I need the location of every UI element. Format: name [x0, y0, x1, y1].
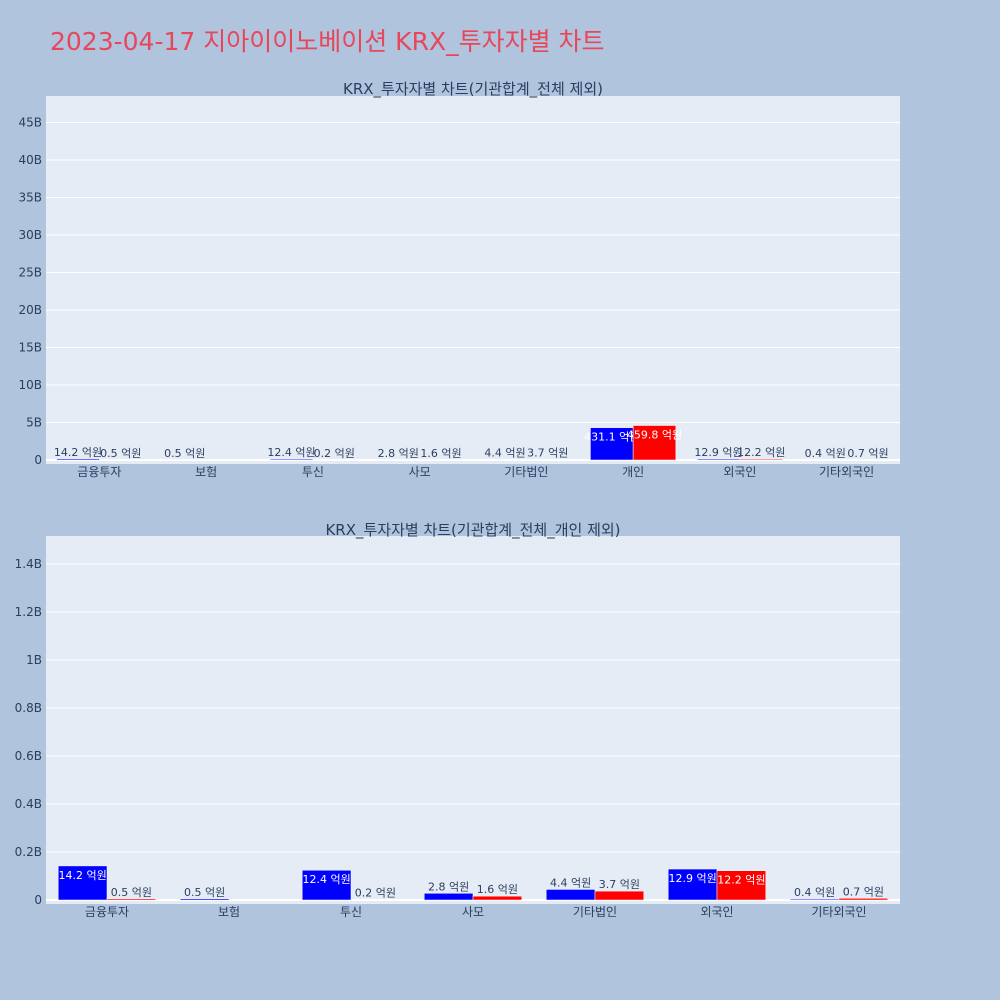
y-tick-label: 0 — [34, 893, 42, 907]
data-label: 0.7 억원 — [847, 447, 888, 460]
y-tick-label: 0 — [34, 453, 42, 467]
bar — [838, 898, 889, 901]
chart-title: KRX_투자자별 차트(기관합계_전체_개인 제외) — [325, 521, 620, 540]
data-label: 0.5 억원 — [184, 886, 225, 899]
data-label: 12.9 억원 — [694, 446, 742, 459]
data-label: 14.2 억원 — [54, 446, 102, 459]
y-tick-label: 1.2B — [15, 605, 42, 619]
data-label: 12.2 억원 — [737, 446, 785, 459]
data-label: 1.6 억원 — [477, 883, 518, 896]
x-tick-label: 기타외국인 — [819, 465, 874, 479]
data-label: 1.6 억원 — [420, 447, 461, 460]
y-tick-label: 0.4B — [15, 797, 42, 811]
data-label: 12.4 억원 — [302, 873, 350, 886]
y-tick-label: 5B — [26, 416, 42, 430]
y-tick-label: 30B — [18, 228, 42, 242]
x-tick-label: 사모 — [462, 905, 484, 919]
data-label: 0.5 억원 — [111, 886, 152, 899]
bar — [789, 898, 840, 901]
bar — [472, 895, 523, 901]
data-label: 0.5 억원 — [100, 447, 141, 460]
y-tick-label: 40B — [18, 153, 42, 167]
data-label: 0.5 억원 — [164, 447, 205, 460]
data-label: 3.7 억원 — [599, 878, 640, 891]
chart-1: KRX_투자자별 차트(기관합계_전체 제외) 0 5B 10B 15B 20B 25B 30… — [18, 80, 900, 479]
y-tick-label: 1.4B — [15, 557, 42, 571]
bar — [739, 458, 783, 461]
x-tick-label: 기타외국인 — [811, 905, 866, 919]
data-label: 3.7 억원 — [527, 447, 568, 460]
x-tick-label: 보험 — [218, 905, 240, 919]
plot-area — [46, 536, 900, 904]
data-label: 4.4 억원 — [550, 876, 591, 889]
x-tick-label: 금융투자 — [77, 465, 121, 479]
data-label: 12.9 억원 — [668, 872, 716, 885]
bar — [179, 898, 230, 901]
page-title: 2023-04-17 지아이이노베이션 KRX_투자자별 차트 — [50, 27, 605, 56]
data-label: 12.4 억원 — [267, 446, 315, 459]
data-label: 0.7 억원 — [843, 885, 884, 898]
bar — [632, 425, 677, 461]
y-tick-label: 15B — [18, 341, 42, 355]
data-label: 4.4 억원 — [484, 447, 525, 460]
bar — [301, 869, 352, 901]
y-tick-label: 35B — [18, 191, 42, 205]
data-label: 0.2 억원 — [355, 887, 396, 900]
x-tick-label: 사모 — [409, 465, 431, 479]
x-tick-label: 금융투자 — [85, 905, 129, 919]
bar — [106, 898, 157, 901]
data-label: 2.8 억원 — [428, 880, 469, 893]
bar — [696, 458, 741, 461]
y-tick-label: 10B — [18, 378, 42, 392]
chart-title: KRX_투자자별 차트(기관합계_전체 제외) — [343, 80, 603, 99]
data-label: 12.2 억원 — [717, 874, 765, 887]
bar — [545, 889, 596, 901]
data-label: 0.4 억원 — [805, 447, 846, 460]
data-label: 0.4 억원 — [794, 886, 835, 899]
x-tick-label: 투신 — [302, 465, 324, 479]
data-label: 459.8 억원 — [627, 429, 682, 442]
y-tick-label: 0.8B — [15, 701, 42, 715]
data-label: 14.2 억원 — [58, 869, 106, 882]
bar — [423, 893, 474, 901]
data-label: 0.2 억원 — [314, 447, 355, 460]
plot-area — [46, 96, 900, 464]
y-tick-label: 1B — [26, 653, 42, 667]
bar — [269, 458, 314, 461]
bar — [590, 427, 634, 461]
y-tick-label: 45B — [18, 116, 42, 130]
y-tick-label: 0.2B — [15, 845, 42, 859]
x-tick-label: 투신 — [340, 905, 362, 919]
data-label: 431.1 억원 — [584, 431, 639, 444]
y-tick-label: 25B — [18, 266, 42, 280]
bar — [667, 868, 718, 901]
data-label: 2.8 억원 — [378, 447, 419, 460]
y-tick-label: 0.6B — [15, 749, 42, 763]
x-tick-label: 개인 — [622, 465, 644, 479]
y-tick-label: 20B — [18, 303, 42, 317]
bar — [57, 865, 108, 901]
bar — [594, 890, 645, 901]
x-tick-label: 보험 — [195, 465, 217, 479]
x-tick-label: 기타법인 — [504, 465, 548, 479]
bar — [716, 870, 767, 901]
x-tick-label: 외국인 — [700, 905, 733, 919]
chart-2: KRX_투자자별 차트(기관합계_전체_개인 제외) 0 0.2B 0.4B 0.6B 0… — [15, 521, 900, 919]
bar — [56, 458, 100, 461]
x-tick-label: 기타법인 — [573, 905, 617, 919]
x-tick-label: 외국인 — [723, 465, 756, 479]
